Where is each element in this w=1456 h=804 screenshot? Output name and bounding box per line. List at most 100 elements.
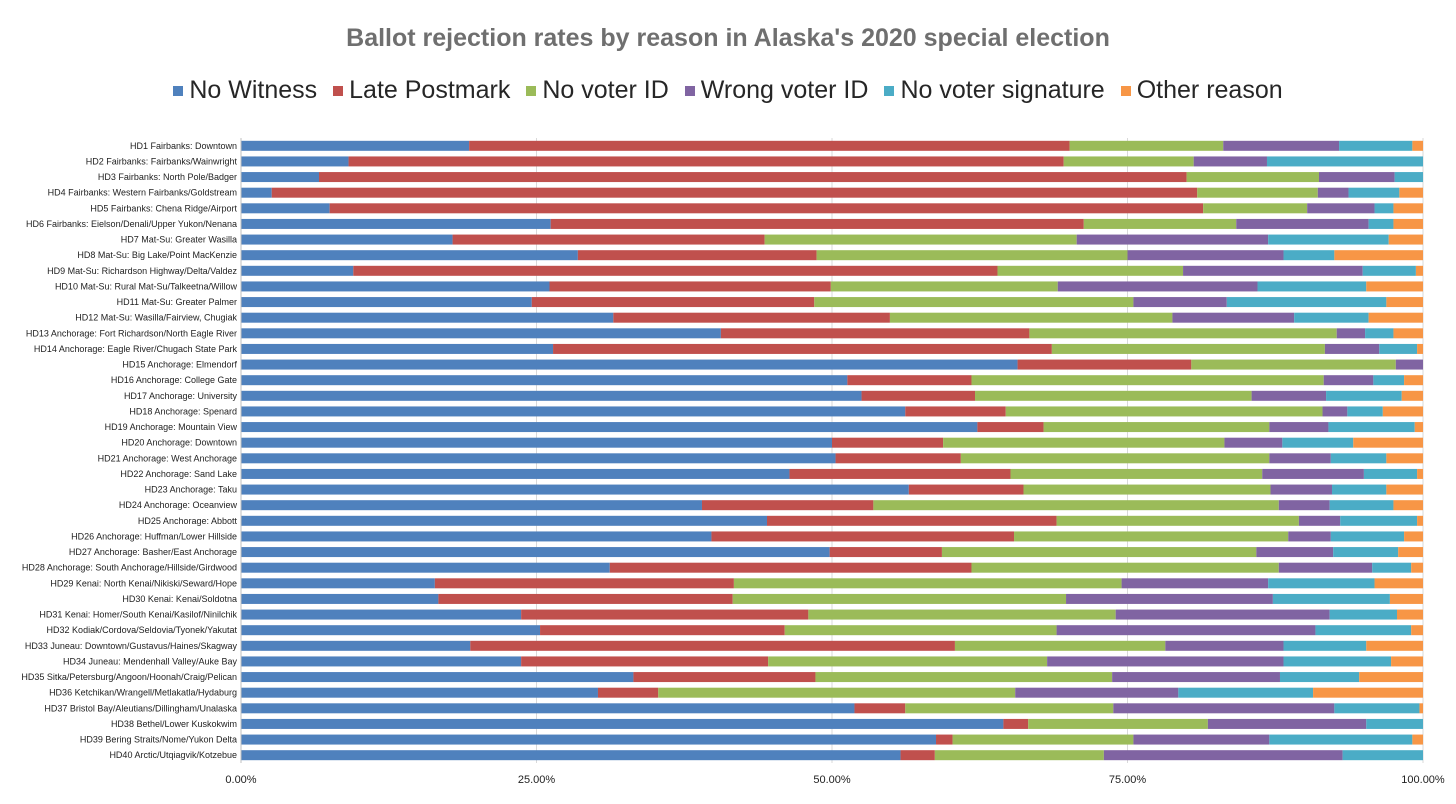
bar-segment bbox=[1051, 343, 1325, 354]
legend-item: Wrong voter ID bbox=[684, 76, 869, 105]
bar-segment bbox=[764, 234, 1077, 245]
bar-segment bbox=[1268, 578, 1375, 589]
bar-segment bbox=[1127, 250, 1284, 261]
bar-segment bbox=[954, 640, 1166, 651]
bar-segment bbox=[1393, 328, 1423, 339]
bar-segment bbox=[469, 140, 1070, 151]
bar-segment bbox=[241, 500, 702, 511]
bar-segment bbox=[434, 578, 734, 589]
legend-item: No voter ID bbox=[526, 76, 669, 105]
category-label: HD7 Mat-Su: Greater Wasilla bbox=[121, 235, 237, 245]
bar-segment bbox=[241, 531, 712, 542]
bar-segment bbox=[835, 453, 961, 464]
bar-segment bbox=[1017, 359, 1192, 370]
category-label: HD25 Anchorage: Abbott bbox=[138, 516, 238, 526]
bar-segment bbox=[1333, 547, 1399, 558]
legend: No Witness Late Postmark No voter ID Wrong … bbox=[0, 76, 1456, 105]
bar-segment bbox=[241, 609, 522, 620]
bar-segment bbox=[1115, 609, 1330, 620]
legend-label: Late Postmark bbox=[349, 76, 511, 104]
bar-segment bbox=[1133, 297, 1227, 308]
bar-segment bbox=[241, 265, 354, 276]
category-label: HD23 Anchorage: Taku bbox=[145, 485, 237, 495]
bar-segment bbox=[1186, 172, 1319, 183]
bar-segment bbox=[241, 562, 610, 573]
bar-segment bbox=[1393, 218, 1423, 229]
bar-segment bbox=[1066, 593, 1273, 604]
legend-label: Wrong voter ID bbox=[700, 76, 869, 104]
bar-segment bbox=[319, 172, 1187, 183]
legend-label: Other reason bbox=[1136, 76, 1283, 104]
category-label: HD2 Fairbanks: Fairbanks/Wainwright bbox=[86, 156, 238, 166]
bar-segment bbox=[241, 187, 272, 198]
bar-segment bbox=[873, 500, 1279, 511]
bar-segment bbox=[241, 656, 522, 667]
category-label: HD4 Fairbanks: Western Fairbanks/Goldstr… bbox=[48, 188, 237, 198]
bar-segment bbox=[1313, 687, 1423, 698]
bar-segment bbox=[1411, 562, 1423, 573]
bar-segment bbox=[241, 468, 790, 479]
category-label: HD34 Juneau: Mendenhall Valley/Auke Bay bbox=[63, 656, 237, 666]
bar-segment bbox=[241, 640, 471, 651]
bar-segment bbox=[470, 640, 955, 651]
category-label: HD1 Fairbanks: Downtown bbox=[130, 141, 237, 151]
bar-segment bbox=[1398, 547, 1423, 558]
bar-segment bbox=[1395, 359, 1423, 370]
bar-segment bbox=[1318, 172, 1395, 183]
bar-segment bbox=[329, 203, 1204, 214]
bar-segment bbox=[1112, 672, 1280, 683]
legend-item: No Witness bbox=[173, 76, 317, 105]
category-label: HD3 Fairbanks: North Pole/Badger bbox=[98, 172, 237, 182]
bar-segment bbox=[241, 406, 906, 417]
bar-segment bbox=[241, 328, 721, 339]
bar-segment bbox=[1401, 390, 1423, 401]
bar-segment bbox=[1047, 656, 1284, 667]
category-label: HD6 Fairbanks: Eielson/Denali/Upper Yuko… bbox=[26, 219, 237, 229]
bar-segment bbox=[1414, 422, 1423, 433]
bar-segment bbox=[241, 218, 551, 229]
bar-segment bbox=[1165, 640, 1284, 651]
bar-segment bbox=[854, 703, 906, 714]
category-label: HD22 Anchorage: Sand Lake bbox=[120, 469, 237, 479]
bar-segment bbox=[521, 609, 809, 620]
category-label: HD28 Anchorage: South Anchorage/Hillside… bbox=[22, 563, 237, 573]
bar-segment bbox=[241, 281, 550, 292]
bar-segment bbox=[241, 359, 1018, 370]
bar-segment bbox=[905, 406, 1006, 417]
bar-segment bbox=[540, 625, 785, 636]
bar-segment bbox=[1005, 406, 1323, 417]
category-label: HD11 Mat-Su: Greater Palmer bbox=[117, 297, 237, 307]
bar-segment bbox=[1121, 578, 1269, 589]
bar-segment bbox=[960, 453, 1270, 464]
x-tick-label: 100.00% bbox=[1401, 774, 1445, 786]
bar-segment bbox=[241, 250, 578, 261]
bar-segment bbox=[1323, 375, 1374, 386]
category-label: HD20 Anchorage: Downtown bbox=[121, 438, 237, 448]
bar-segment bbox=[1368, 218, 1394, 229]
bar-segment bbox=[1207, 718, 1367, 729]
bar-segment bbox=[1103, 750, 1343, 761]
bar-segment bbox=[1419, 703, 1423, 714]
bar-segment bbox=[1353, 437, 1423, 448]
legend-label: No voter ID bbox=[542, 76, 669, 104]
bar-segment bbox=[1404, 531, 1423, 542]
bar-segment bbox=[241, 375, 848, 386]
bar-segment bbox=[658, 687, 1016, 698]
legend-swatch bbox=[1120, 85, 1131, 96]
bar-segment bbox=[1411, 625, 1423, 636]
legend-swatch bbox=[684, 85, 695, 96]
bar-segment bbox=[1015, 687, 1179, 698]
bar-segment bbox=[1366, 640, 1423, 651]
bar-segment bbox=[789, 468, 1011, 479]
bar-segment bbox=[975, 390, 1252, 401]
bar-segment bbox=[1283, 656, 1392, 667]
bar-segment bbox=[609, 562, 972, 573]
bar-segment bbox=[1328, 422, 1415, 433]
bar-segment bbox=[1057, 281, 1258, 292]
bar-segment bbox=[1010, 468, 1263, 479]
bar-segment bbox=[1386, 484, 1423, 495]
bar-segment bbox=[1056, 625, 1316, 636]
bar-segment bbox=[829, 547, 942, 558]
bar-segment bbox=[241, 234, 453, 245]
